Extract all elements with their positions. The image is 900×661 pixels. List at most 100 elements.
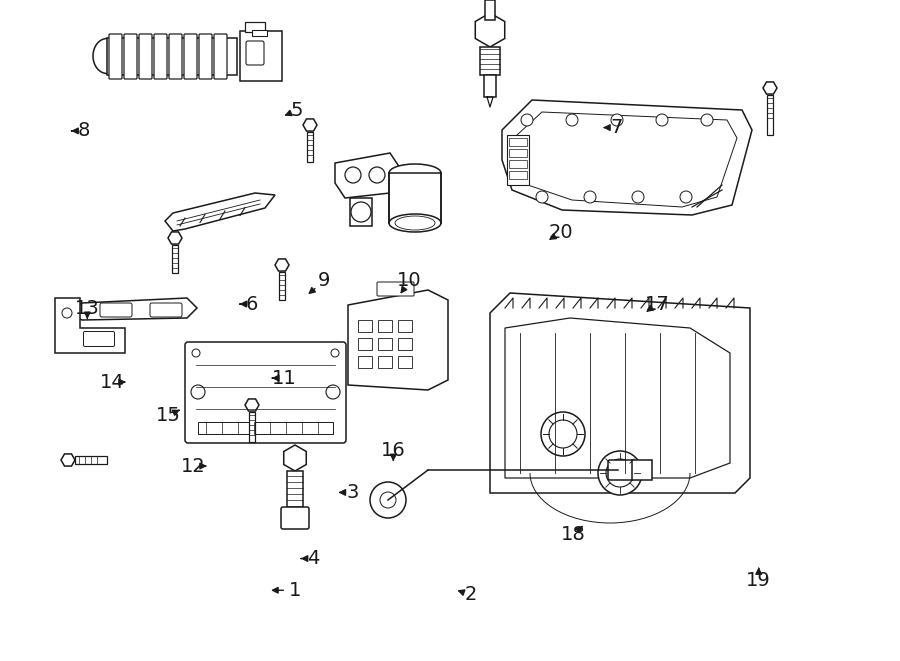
- Polygon shape: [168, 232, 182, 244]
- Text: 18: 18: [561, 525, 586, 543]
- Text: 12: 12: [181, 457, 206, 475]
- Text: 1: 1: [289, 581, 302, 600]
- Polygon shape: [61, 454, 75, 466]
- Bar: [509, 160, 527, 168]
- Bar: [198, 422, 333, 434]
- Bar: [389, 173, 441, 223]
- FancyBboxPatch shape: [184, 34, 197, 79]
- Text: 16: 16: [381, 442, 406, 460]
- Bar: [249, 412, 255, 442]
- Bar: [350, 198, 372, 226]
- FancyBboxPatch shape: [139, 34, 152, 79]
- Text: 10: 10: [397, 272, 422, 290]
- Polygon shape: [284, 445, 306, 471]
- Bar: [172, 245, 178, 273]
- Circle shape: [536, 191, 548, 203]
- FancyBboxPatch shape: [154, 34, 167, 79]
- Bar: [240, 31, 282, 81]
- Bar: [398, 356, 412, 368]
- Bar: [509, 138, 527, 146]
- Text: 11: 11: [272, 369, 297, 387]
- Text: 20: 20: [548, 223, 573, 242]
- Bar: [107, 38, 237, 75]
- Text: 13: 13: [75, 299, 100, 318]
- Bar: [767, 95, 773, 135]
- Polygon shape: [763, 82, 777, 94]
- FancyBboxPatch shape: [109, 34, 122, 79]
- Polygon shape: [275, 259, 289, 271]
- Bar: [75, 456, 107, 464]
- FancyBboxPatch shape: [608, 460, 634, 480]
- Circle shape: [549, 420, 577, 448]
- Bar: [485, 0, 495, 20]
- Bar: [358, 356, 372, 368]
- FancyBboxPatch shape: [150, 303, 182, 317]
- Bar: [484, 75, 496, 97]
- Text: 9: 9: [318, 272, 330, 290]
- Ellipse shape: [389, 164, 441, 182]
- Bar: [307, 132, 313, 162]
- Text: 14: 14: [100, 373, 125, 391]
- Polygon shape: [165, 193, 275, 231]
- Polygon shape: [245, 399, 259, 411]
- Polygon shape: [348, 290, 448, 390]
- Circle shape: [370, 482, 406, 518]
- Polygon shape: [303, 119, 317, 131]
- Bar: [287, 471, 303, 516]
- Circle shape: [345, 167, 361, 183]
- Polygon shape: [502, 100, 752, 215]
- Bar: [398, 320, 412, 332]
- Circle shape: [326, 385, 340, 399]
- Bar: [358, 338, 372, 350]
- Circle shape: [566, 114, 578, 126]
- Bar: [632, 460, 652, 480]
- Bar: [358, 320, 372, 332]
- Bar: [378, 338, 392, 350]
- Polygon shape: [72, 298, 197, 320]
- Bar: [480, 47, 500, 75]
- Circle shape: [606, 459, 634, 487]
- Ellipse shape: [93, 38, 121, 73]
- Circle shape: [369, 167, 385, 183]
- Circle shape: [584, 191, 596, 203]
- Text: 4: 4: [307, 549, 320, 568]
- Text: 3: 3: [346, 483, 359, 502]
- FancyBboxPatch shape: [100, 303, 132, 317]
- FancyBboxPatch shape: [185, 342, 346, 443]
- Text: 5: 5: [291, 101, 303, 120]
- Circle shape: [680, 191, 692, 203]
- Circle shape: [192, 349, 200, 357]
- Text: 17: 17: [644, 295, 670, 313]
- Polygon shape: [55, 298, 125, 353]
- Polygon shape: [505, 318, 730, 478]
- Ellipse shape: [395, 216, 435, 230]
- FancyBboxPatch shape: [214, 34, 227, 79]
- Bar: [398, 338, 412, 350]
- FancyBboxPatch shape: [124, 34, 137, 79]
- Circle shape: [331, 349, 339, 357]
- Bar: [279, 272, 285, 300]
- Circle shape: [656, 114, 668, 126]
- Polygon shape: [335, 153, 400, 198]
- Circle shape: [380, 492, 396, 508]
- FancyBboxPatch shape: [84, 332, 114, 346]
- Bar: [509, 149, 527, 157]
- Text: 7: 7: [610, 118, 623, 137]
- Circle shape: [598, 451, 642, 495]
- Text: 8: 8: [77, 122, 90, 140]
- Bar: [245, 22, 265, 32]
- Circle shape: [611, 114, 623, 126]
- FancyBboxPatch shape: [281, 507, 309, 529]
- Circle shape: [632, 191, 644, 203]
- Circle shape: [351, 202, 371, 222]
- FancyBboxPatch shape: [169, 34, 182, 79]
- Text: 2: 2: [464, 586, 477, 604]
- Bar: [507, 135, 529, 185]
- Text: 15: 15: [156, 406, 181, 424]
- Circle shape: [701, 114, 713, 126]
- Text: 6: 6: [246, 295, 258, 313]
- FancyBboxPatch shape: [246, 41, 264, 65]
- Bar: [509, 171, 527, 179]
- Bar: [378, 320, 392, 332]
- FancyBboxPatch shape: [199, 34, 212, 79]
